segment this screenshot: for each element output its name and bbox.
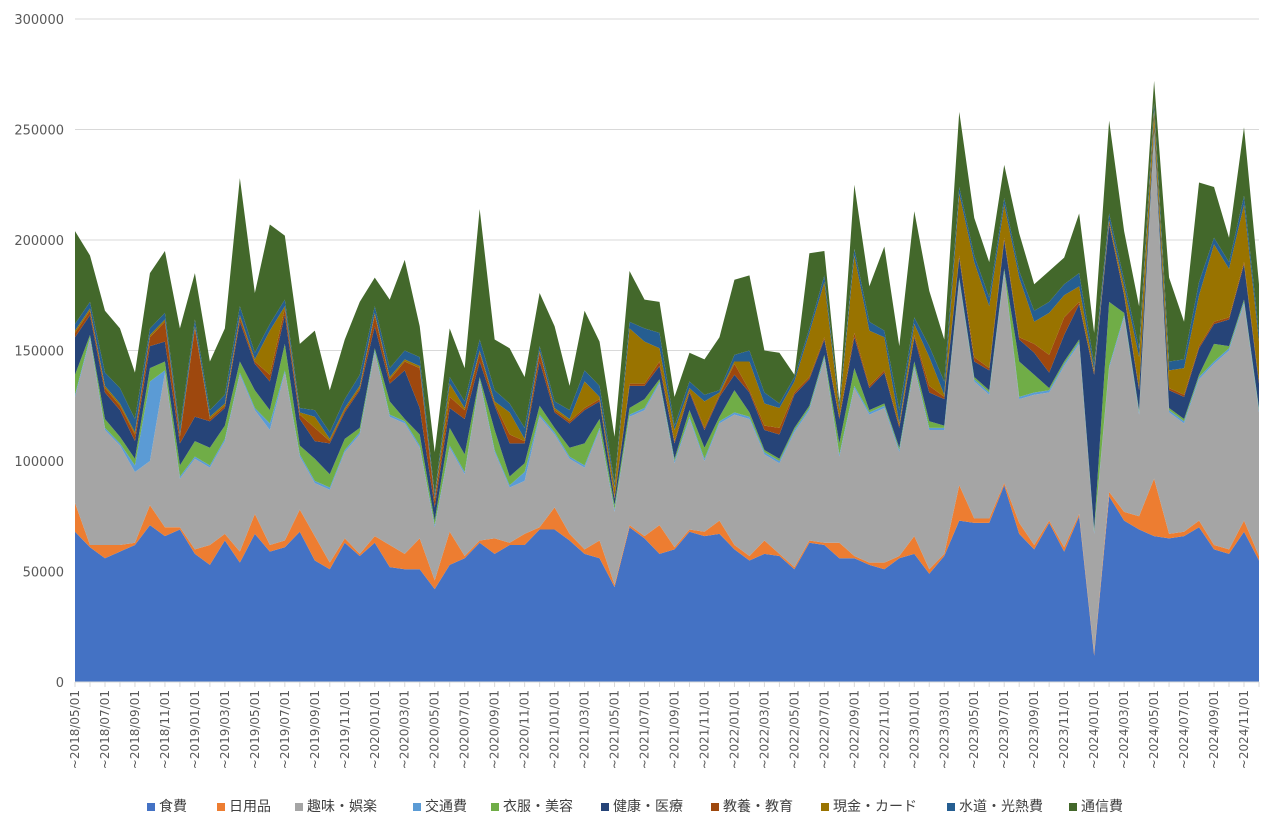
x-tick-label: ~2023/01/01	[907, 690, 921, 769]
x-tick-label: ~2021/03/01	[578, 690, 592, 769]
x-tick-label: ~2020/07/01	[458, 690, 472, 769]
legend-label: 日用品	[229, 799, 271, 815]
legend-swatch	[295, 803, 303, 811]
legend-swatch	[947, 803, 955, 811]
legend-label: 現金・カード	[833, 799, 917, 815]
y-tick-label: 100000	[14, 455, 64, 470]
x-tick-label: ~2022/05/01	[787, 690, 801, 769]
legend-swatch	[413, 803, 421, 811]
legend-swatch	[491, 803, 499, 811]
legend-item: 教養・教育	[711, 798, 793, 815]
x-tick-label: ~2022/09/01	[847, 690, 861, 769]
x-tick-label: ~2018/07/01	[98, 690, 112, 769]
x-tick-label: ~2020/03/01	[398, 690, 412, 769]
area-series-2	[75, 136, 1259, 654]
legend-swatch	[217, 803, 225, 811]
area-series-group	[75, 80, 1259, 682]
legend-swatch	[821, 803, 829, 811]
legend-label: 水道・光熱費	[959, 799, 1043, 815]
legend-item: 現金・カード	[821, 799, 917, 815]
x-tick-label: ~2022/07/01	[817, 690, 831, 769]
y-axis-tick-labels: 0 50000 100000 150000 200000 250000 300000	[14, 13, 64, 691]
x-tick-label: ~2018/09/01	[128, 690, 142, 769]
x-tick-label: ~2018/05/01	[68, 690, 82, 769]
legend: 食費 日用品 趣味・娯楽 交通費 衣服・美容 健康・医療 教養・教育 現金・カード 水道・光熱費…	[147, 798, 1123, 815]
legend-swatch	[147, 803, 155, 811]
legend-item: 衣服・美容	[491, 798, 573, 815]
legend-label: 健康・医療	[613, 798, 683, 815]
legend-swatch	[601, 803, 609, 811]
x-tick-label: ~2022/11/01	[877, 690, 891, 769]
x-tick-label: ~2024/09/01	[1207, 690, 1221, 769]
x-tick-label: ~2024/11/01	[1237, 690, 1251, 769]
y-tick-label: 0	[56, 676, 64, 691]
x-tick-label: ~2023/09/01	[1027, 690, 1041, 769]
x-tick-label: ~2021/05/01	[608, 690, 622, 769]
x-axis-tick-labels: ~2018/05/01 ~2018/07/01 ~2018/09/01 ~2018/1…	[68, 690, 1251, 769]
x-tick-label: ~2021/07/01	[638, 690, 652, 769]
legend-label: 教養・教育	[723, 798, 793, 815]
legend-item: 通信費	[1069, 799, 1123, 815]
y-tick-label: 150000	[14, 345, 64, 360]
legend-item: 日用品	[217, 799, 271, 815]
legend-label: 通信費	[1081, 799, 1123, 815]
x-tick-label: ~2019/03/01	[218, 690, 232, 769]
x-tick-label: ~2021/01/01	[548, 690, 562, 769]
legend-label: 衣服・美容	[503, 798, 573, 815]
legend-item: 水道・光熱費	[947, 799, 1043, 815]
x-tick-label: ~2021/09/01	[667, 690, 681, 769]
x-tick-label: ~2020/05/01	[428, 690, 442, 769]
x-tick-label: ~2023/03/01	[937, 690, 951, 769]
x-tick-label: ~2019/05/01	[248, 690, 262, 769]
x-tick-label: ~2019/09/01	[308, 690, 322, 769]
y-tick-label: 50000	[23, 566, 64, 581]
x-tick-label: ~2024/03/01	[1117, 690, 1131, 769]
x-tick-label: ~2024/07/01	[1177, 690, 1191, 769]
legend-item: 健康・医療	[601, 798, 683, 815]
x-tick-label: ~2022/01/01	[727, 690, 741, 769]
legend-item: 趣味・娯楽	[295, 799, 377, 815]
legend-swatch	[711, 803, 719, 811]
y-tick-label: 300000	[14, 13, 64, 28]
legend-item: 交通費	[413, 798, 467, 815]
legend-item: 食費	[147, 798, 187, 815]
x-tick-label: ~2019/01/01	[188, 690, 202, 769]
x-tick-label: ~2020/11/01	[518, 690, 532, 769]
y-tick-label: 200000	[14, 234, 64, 249]
axes	[74, 681, 1260, 687]
legend-label: 趣味・娯楽	[307, 799, 377, 815]
legend-swatch	[1069, 803, 1077, 811]
x-tick-label: ~2020/09/01	[488, 690, 502, 769]
x-tick-label: ~2018/11/01	[158, 690, 172, 769]
area-series-9	[75, 80, 1259, 495]
x-tick-label: ~2023/07/01	[997, 690, 1011, 769]
area-series-7	[75, 109, 1259, 501]
x-tick-label: ~2020/01/01	[368, 690, 382, 769]
x-tick-label: ~2024/05/01	[1147, 690, 1161, 769]
legend-label: 食費	[159, 798, 187, 815]
x-tick-label: ~2019/11/01	[338, 690, 352, 769]
x-tick-label: ~2022/03/01	[757, 690, 771, 769]
x-tick-label: ~2023/05/01	[967, 690, 981, 769]
x-tick-label: ~2024/01/01	[1087, 690, 1101, 769]
area-series-0	[75, 485, 1259, 682]
x-tick-label: ~2019/07/01	[278, 690, 292, 769]
legend-label: 交通費	[425, 798, 467, 815]
x-tick-label: ~2021/11/01	[697, 690, 711, 769]
y-tick-label: 250000	[14, 124, 64, 139]
x-tick-label: ~2023/11/01	[1057, 690, 1071, 769]
